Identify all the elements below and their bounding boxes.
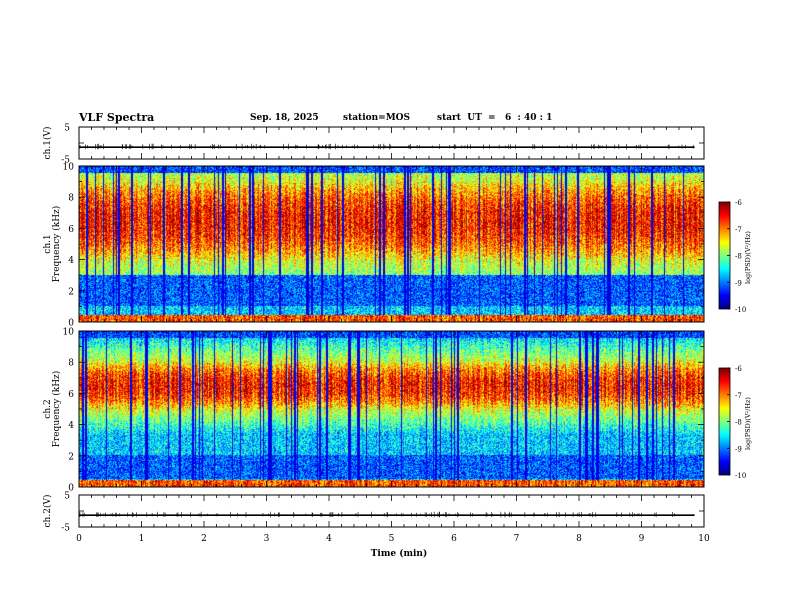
colorbar-tick-label: -6 (735, 365, 742, 373)
ch2-spectrogram-image (79, 331, 704, 487)
ch1-spectrogram-image (79, 166, 704, 322)
y-tick-label: 0 (68, 319, 74, 329)
colorbar-tick-label: -10 (735, 472, 746, 480)
start-time-label: start UT = 6 : 40 : 1 (437, 113, 553, 123)
y-axis-label-frequency: Frequency (kHz) (51, 206, 62, 283)
date-label: Sep. 18, 2025 (250, 113, 319, 123)
x-tick-label: 1 (139, 534, 145, 544)
y-axis-label-channel: ch.1 (43, 234, 53, 253)
y-tick-label: 2 (68, 287, 74, 297)
x-tick-label: 6 (451, 534, 457, 544)
x-tick-label: 10 (698, 534, 710, 544)
x-tick-label: 8 (576, 534, 582, 544)
y-axis-label-frequency: Frequency (kHz) (51, 371, 62, 448)
panel-frame-ch1-spectrogram (78, 165, 705, 323)
x-tick-label: 5 (389, 534, 395, 544)
y-tick-label: 4 (68, 256, 74, 266)
ch1-colorbar-gradient (719, 202, 730, 309)
panel-frame-ch2-spectrogram (78, 330, 705, 488)
x-tick-label: 4 (326, 534, 332, 544)
ch2-colorbar-gradient (719, 368, 730, 475)
y-axis-label-voltage: ch.1(V) (42, 127, 53, 160)
y-tick-label: 10 (63, 328, 75, 338)
x-tick-label: 0 (76, 534, 82, 544)
colorbar-tick-label: -8 (735, 419, 742, 427)
colorbar-tick-label: -10 (735, 306, 746, 314)
y-tick-label: 4 (68, 421, 74, 431)
colorbar-tick-label: -6 (735, 199, 742, 207)
y-tick-label: 5 (64, 492, 70, 502)
y-tick-label: 8 (68, 194, 74, 204)
colorbar-tick-label: -7 (735, 226, 742, 234)
y-tick-label: 0 (68, 484, 74, 494)
station-label: station=MOS (343, 113, 411, 123)
x-tick-label: 7 (514, 534, 520, 544)
colorbar-tick-label: -9 (735, 279, 742, 287)
colorbar-tick-label: -7 (735, 392, 742, 400)
y-tick-label: 8 (68, 359, 74, 369)
y-tick-label: -5 (61, 524, 70, 534)
y-axis-label-channel: ch.2 (43, 399, 53, 418)
x-tick-label: 3 (264, 534, 270, 544)
y-tick-label: 10 (63, 163, 75, 173)
y-tick-label: 5 (64, 124, 70, 134)
x-axis-label: Time (min) (371, 548, 428, 559)
y-tick-label: -5 (61, 156, 70, 166)
x-tick-label: 2 (201, 534, 207, 544)
figure-title: VLF Spectra (79, 111, 155, 124)
colorbar-label: log(PSD)(V²/Hz) (744, 397, 752, 450)
colorbar-tick-label: -9 (735, 445, 742, 453)
y-tick-label: 2 (68, 452, 74, 462)
colorbar-tick-label: -8 (735, 253, 742, 261)
x-tick-label: 9 (639, 534, 645, 544)
y-axis-label-voltage: ch.2(V) (42, 495, 53, 528)
y-tick-label: 6 (68, 225, 74, 235)
y-tick-label: 6 (68, 390, 74, 400)
colorbar-label: log(PSD)(V²/Hz) (744, 231, 752, 284)
